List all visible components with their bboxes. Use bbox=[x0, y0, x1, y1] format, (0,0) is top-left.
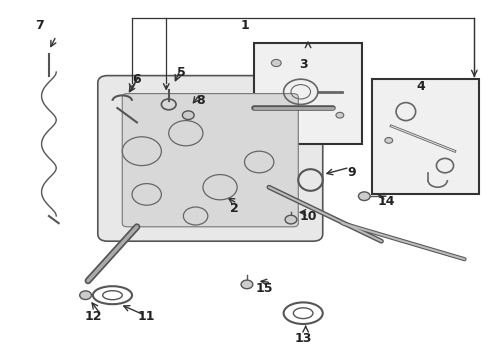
Circle shape bbox=[335, 112, 343, 118]
Text: 10: 10 bbox=[299, 210, 316, 222]
Circle shape bbox=[271, 59, 281, 67]
Circle shape bbox=[384, 138, 392, 143]
Text: 8: 8 bbox=[196, 94, 204, 107]
Text: 3: 3 bbox=[298, 58, 307, 71]
Circle shape bbox=[358, 192, 369, 201]
Circle shape bbox=[241, 280, 252, 289]
Text: 1: 1 bbox=[240, 19, 248, 32]
Text: 2: 2 bbox=[230, 202, 239, 215]
Bar bbox=[254, 43, 361, 144]
Text: 6: 6 bbox=[132, 73, 141, 86]
Text: 7: 7 bbox=[35, 19, 43, 32]
Text: 11: 11 bbox=[138, 310, 155, 323]
FancyBboxPatch shape bbox=[98, 76, 322, 241]
Text: 14: 14 bbox=[377, 195, 394, 208]
Text: 13: 13 bbox=[294, 332, 311, 345]
Text: 15: 15 bbox=[255, 282, 272, 294]
Text: 9: 9 bbox=[347, 166, 356, 179]
Text: 5: 5 bbox=[176, 66, 185, 78]
Text: 4: 4 bbox=[415, 80, 424, 93]
Text: 12: 12 bbox=[84, 310, 102, 323]
Circle shape bbox=[285, 215, 296, 224]
Circle shape bbox=[80, 291, 91, 300]
Bar bbox=[371, 79, 478, 194]
FancyBboxPatch shape bbox=[122, 94, 298, 227]
Circle shape bbox=[182, 111, 194, 120]
